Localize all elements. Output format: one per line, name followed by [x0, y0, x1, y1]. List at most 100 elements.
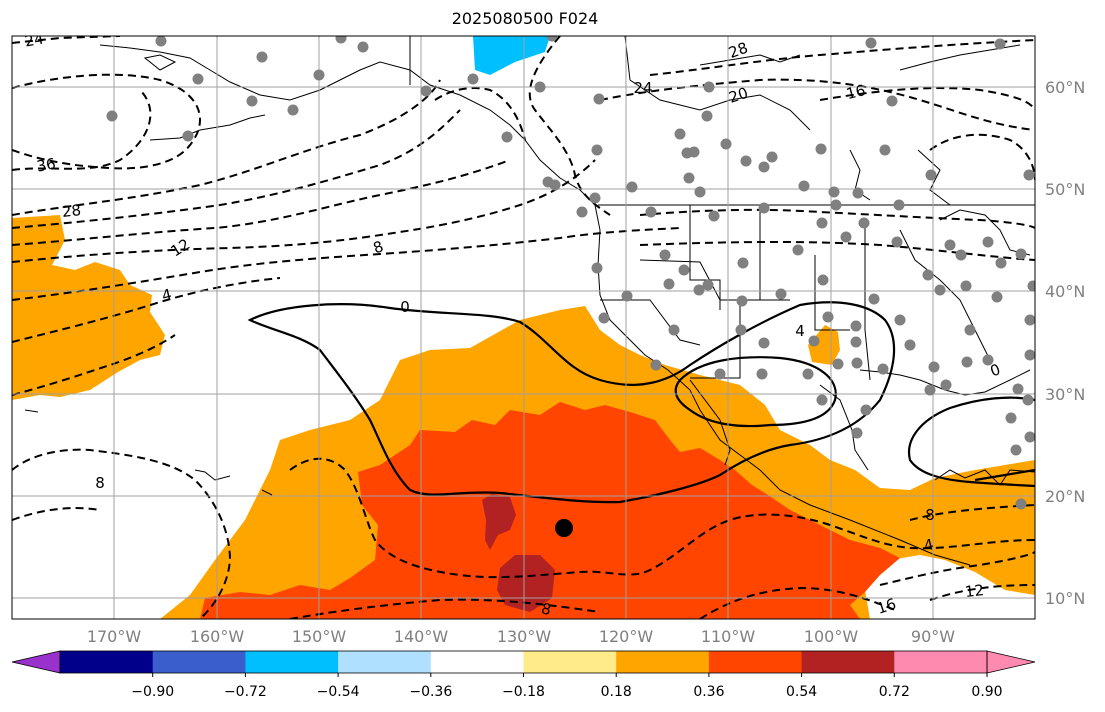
- station-dot: [758, 337, 770, 349]
- station-dot: [891, 236, 903, 248]
- station-dot: [736, 295, 748, 307]
- station-dot: [659, 249, 671, 261]
- station-dot: [737, 257, 749, 269]
- station-dot: [467, 73, 479, 85]
- station-dot: [357, 41, 369, 53]
- contour-label: 4: [160, 285, 174, 305]
- colorbar-segment: [616, 651, 710, 673]
- station-dot: [756, 368, 768, 380]
- station-dot: [1024, 431, 1035, 443]
- station-dot: [924, 384, 936, 396]
- station-dot: [740, 155, 752, 167]
- station-dot: [593, 93, 605, 105]
- station-dot: [1024, 349, 1035, 361]
- contour-label: 12: [964, 581, 985, 601]
- station-dot: [420, 85, 432, 97]
- station-dot: [944, 239, 956, 251]
- station-dot: [591, 144, 603, 156]
- station-dot: [546, 36, 558, 42]
- lon-label: 100°W: [804, 627, 859, 646]
- station-dot: [850, 320, 862, 332]
- station-dot: [816, 217, 828, 229]
- colorbar-segment: [152, 651, 246, 673]
- station-dot: [961, 356, 973, 368]
- contour-label: 16: [844, 81, 867, 103]
- station-dot: [674, 128, 686, 140]
- gridlines: [12, 36, 1035, 619]
- station-dot: [928, 361, 940, 373]
- station-dot: [792, 244, 804, 256]
- station-dot: [688, 146, 700, 158]
- colorbar-tick-label: 0.72: [879, 684, 910, 700]
- coastlines: [24, 36, 1035, 566]
- contour-label: 8: [539, 599, 553, 619]
- station-dot: [893, 199, 905, 211]
- station-dot: [668, 324, 680, 336]
- station-dot: [714, 368, 726, 380]
- station-dot: [851, 357, 863, 369]
- station-dot: [852, 187, 864, 199]
- station-dot: [802, 368, 814, 380]
- station-dot: [922, 269, 934, 281]
- station-dot: [256, 51, 268, 63]
- station-markers: [106, 36, 1035, 510]
- station-dot: [598, 312, 610, 324]
- station-dot: [287, 104, 299, 116]
- station-dot: [694, 186, 706, 198]
- station-dot: [1015, 248, 1027, 260]
- station-dot: [678, 264, 690, 276]
- contour-label: 24: [633, 79, 652, 97]
- colorbar-tick-label: 0.54: [786, 684, 817, 700]
- station-dot: [720, 138, 732, 150]
- colorbar-segment: [708, 651, 803, 673]
- lat-label: 60°N: [1045, 78, 1085, 97]
- station-dot: [758, 202, 770, 214]
- contour-label: 8: [925, 506, 935, 524]
- chart-title: 2025080500 F024: [451, 9, 599, 28]
- negative-contours: [12, 36, 1035, 619]
- station-dot: [1012, 383, 1024, 395]
- station-dot: [1015, 498, 1027, 510]
- station-dot: [879, 144, 891, 156]
- station-dot: [1027, 280, 1035, 292]
- station-dot: [865, 37, 877, 49]
- lon-label: 160°W: [190, 627, 245, 646]
- station-dot: [995, 257, 1007, 269]
- station-dot: [850, 336, 862, 348]
- station-dot: [650, 359, 662, 371]
- station-dot: [693, 284, 705, 296]
- lon-label: 130°W: [497, 627, 552, 646]
- station-dot: [106, 110, 118, 122]
- lat-label: 20°N: [1045, 487, 1085, 506]
- colorbar-segment: [245, 651, 339, 673]
- colorbar-segment: [430, 651, 524, 673]
- station-dot: [1005, 412, 1017, 424]
- station-dot: [817, 274, 829, 286]
- station-dot: [591, 262, 603, 274]
- station-dot: [955, 249, 967, 261]
- station-dot: [313, 69, 325, 81]
- colorbar-tick-label: −0.54: [317, 684, 360, 700]
- station-dot: [828, 186, 840, 198]
- station-dot: [542, 176, 554, 188]
- station-dot: [994, 38, 1006, 50]
- colorbar-segment: [338, 651, 432, 673]
- station-dot: [860, 404, 872, 416]
- station-dot: [701, 110, 713, 122]
- station-dot: [925, 169, 937, 181]
- station-dot: [589, 192, 601, 204]
- station-dot: [1023, 169, 1035, 181]
- station-dot: [1024, 314, 1035, 326]
- contour-label: 4: [922, 535, 936, 555]
- colorbar-extend-low: [11, 650, 61, 674]
- contour-label: 28: [726, 39, 750, 62]
- lon-label: 170°W: [87, 627, 142, 646]
- station-dot: [501, 131, 513, 143]
- station-dot: [766, 151, 778, 163]
- station-dot: [832, 358, 844, 370]
- station-dot: [645, 206, 657, 218]
- colorbar-tick-label: −0.90: [131, 684, 174, 700]
- contour-label: 28: [61, 201, 82, 221]
- station-dot: [851, 427, 863, 439]
